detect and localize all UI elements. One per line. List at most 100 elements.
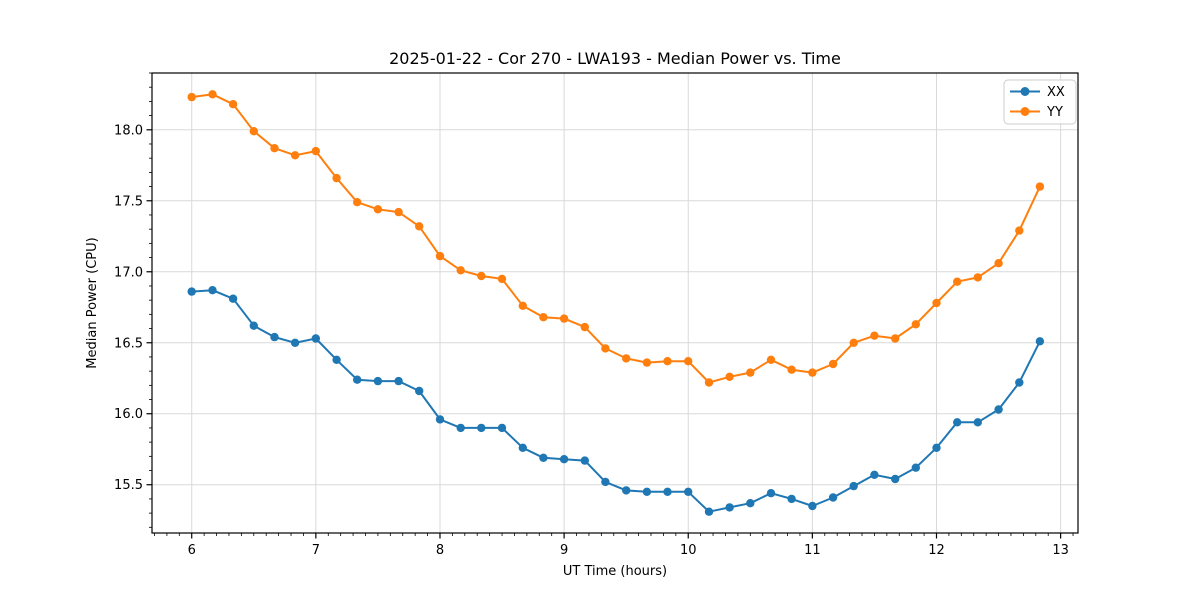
data-point [477,423,486,433]
data-point [601,344,610,353]
data-point [311,146,320,156]
series-xx [187,286,1045,516]
data-point [208,286,217,295]
data-point [435,415,445,424]
data-point [684,487,693,496]
data-point [290,338,300,347]
legend-item-yy: YY [1010,105,1063,120]
data-point [187,287,196,296]
data-point [704,378,714,387]
data-point [518,443,527,452]
legend-label-xx: XX [1047,85,1065,100]
data-point [849,481,858,491]
data-point [891,334,900,343]
data-point [249,321,258,330]
y-tick-label: 15.5 [114,478,143,493]
plot-area: 6 7 8 9 10 11 12 13 15.5 16.0 16.5 17.0 17.5 18.0 [114,72,1079,558]
legend-label-yy: YY [1046,105,1063,120]
data-point [373,376,383,386]
data-point [415,386,424,396]
data-point [1015,378,1024,387]
data-point [435,251,445,261]
data-point [870,331,879,340]
data-point [766,355,776,364]
legend-marker-xx [1020,87,1030,96]
data-point [746,499,755,508]
x-tick-label: 9 [560,543,568,558]
x-tick-label: 8 [436,543,444,558]
data-point [394,207,403,217]
data-point [415,222,424,231]
y-tick-label: 17.0 [114,265,143,280]
data-point [249,127,258,136]
data-point [332,173,341,183]
data-point [332,355,341,364]
legend: XX YY [1003,79,1077,125]
data-point [518,301,527,310]
data-point [394,376,403,386]
data-point [497,274,507,284]
data-point [580,322,589,332]
legend-marker-yy [1020,107,1030,116]
data-point [849,338,858,347]
data-point [994,259,1003,268]
x-tick-label: 7 [312,543,320,558]
x-tick-label: 11 [804,543,821,558]
data-point [808,501,817,511]
data-point [787,365,796,374]
data-point [497,423,507,433]
data-point [228,100,238,109]
grid-lines [152,73,1078,533]
y-tick-label: 18.0 [114,123,143,138]
data-point [456,423,465,433]
axis-ticks: 6 7 8 9 10 11 12 13 15.5 16.0 16.5 17.0 17.5 18.0 [114,72,1074,558]
data-point [622,486,631,495]
data-point [725,503,734,512]
data-point [373,205,383,214]
chart-title: 2025-01-22 - Cor 270 - LWA193 - Median P… [389,49,841,68]
data-point [539,313,548,322]
data-point [973,418,982,427]
x-axis-label: UT Time (hours) [563,564,667,579]
data-point [208,90,217,99]
y-tick-label: 16.5 [114,336,143,351]
data-point [1035,182,1045,191]
data-point [932,298,941,308]
data-point [353,375,362,384]
data-point [228,294,238,303]
data-point [1015,226,1024,235]
x-tick-label: 13 [1052,543,1069,558]
series-yy [187,90,1045,387]
data-point [808,368,817,377]
legend-item-xx: XX [1010,85,1065,100]
data-point [746,368,755,377]
data-point [704,507,714,516]
x-tick-label: 12 [928,543,945,558]
data-point [994,405,1003,414]
data-point [891,474,900,484]
data-point [477,271,486,281]
data-point [622,354,631,363]
data-point [1035,337,1045,346]
data-point [559,455,569,464]
data-point [456,266,465,275]
data-point [270,332,279,342]
data-point [953,277,962,286]
data-point [559,314,569,323]
data-point [580,456,589,465]
data-point [601,477,610,487]
y-axis-label: Median Power (CPU) [85,237,100,368]
data-point [911,320,920,329]
axes-spines [151,72,1079,534]
y-tick-label: 17.5 [114,194,143,209]
x-tick-label: 6 [188,543,196,558]
data-point [787,494,796,504]
data-point [828,493,838,502]
legend-frame [1003,79,1077,125]
data-point [663,357,672,366]
data-point [684,357,693,366]
data-point [911,463,920,472]
data-point [932,443,941,452]
